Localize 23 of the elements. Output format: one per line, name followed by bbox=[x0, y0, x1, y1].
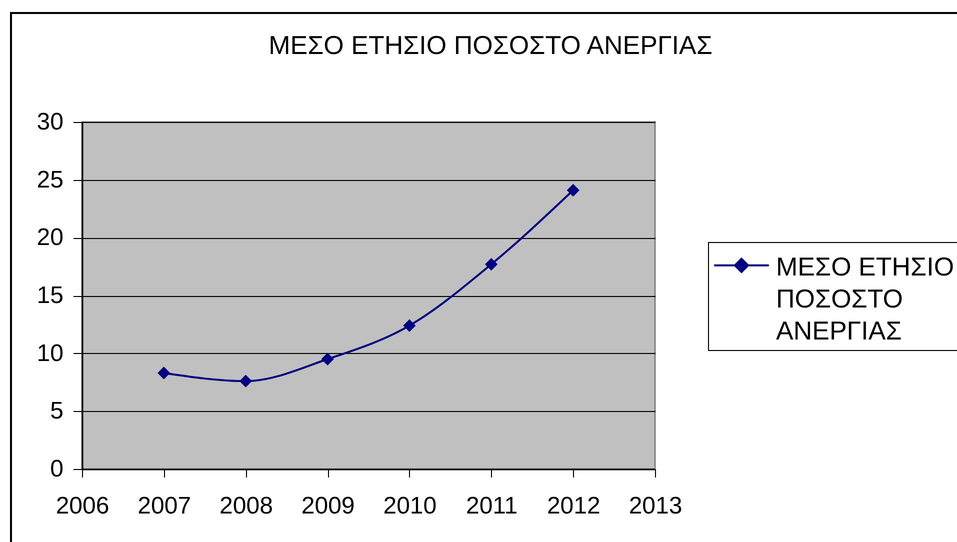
x-tick-label: 2009 bbox=[301, 492, 355, 520]
point bbox=[484, 258, 498, 271]
x-tick-label: 2008 bbox=[220, 492, 273, 520]
x-tick-label: 2010 bbox=[383, 492, 437, 520]
y-tick-label: 15 bbox=[36, 282, 64, 309]
chart-title: ΜΕΣΟ ΕΤΗΣΙΟ ΠΟΣΟΣΤΟ ΑΝΕΡΓΙΑΣ bbox=[268, 30, 712, 60]
x-tick-label: 2013 bbox=[628, 492, 682, 520]
y-tick-label: 20 bbox=[36, 224, 64, 252]
x-tick-label: 2012 bbox=[546, 492, 600, 520]
x-tick-label: 2007 bbox=[138, 492, 192, 520]
point bbox=[321, 352, 334, 366]
point bbox=[566, 184, 580, 197]
y-tick-label: 5 bbox=[50, 398, 64, 425]
y-tick-label: 25 bbox=[36, 166, 64, 194]
point bbox=[403, 319, 416, 332]
y-tick-label: 10 bbox=[36, 340, 64, 367]
legend-label: ΜΕΣΟ ΕΤΗΣΙΟ ΠΟΣΟΣΤΟ ΑΝΕΡΓΙΑΣ bbox=[776, 252, 954, 346]
x-tick-label: 2006 bbox=[56, 492, 110, 520]
y-tick-label: 30 bbox=[36, 108, 64, 136]
x-tick-label: 2011 bbox=[466, 492, 518, 520]
point bbox=[239, 374, 252, 388]
y-tick-label: 0 bbox=[50, 456, 64, 482]
point bbox=[158, 366, 170, 380]
